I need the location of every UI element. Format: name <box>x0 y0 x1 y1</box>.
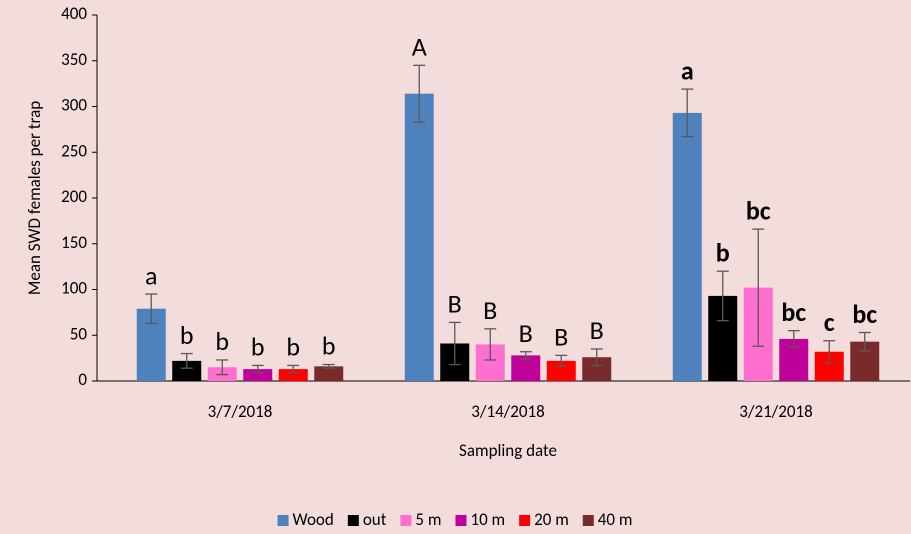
y-tick-label: 100 <box>61 278 87 299</box>
significance-letter: B <box>519 317 533 349</box>
legend-label: 40 m <box>598 509 633 530</box>
legend-swatch <box>277 515 289 526</box>
legend-label: out <box>363 509 387 530</box>
significance-letter: c <box>824 306 835 338</box>
error-bar <box>287 364 300 374</box>
bar <box>582 357 612 381</box>
y-tick-label: 200 <box>61 186 87 207</box>
y-tick-label: 250 <box>61 140 87 161</box>
bar <box>278 369 308 381</box>
significance-letter: b <box>716 236 730 268</box>
legend: Wood out 5 m 10 m 20 m 40 m <box>277 509 633 530</box>
error-bar <box>216 359 229 376</box>
bar <box>243 369 273 381</box>
legend-swatch <box>519 515 531 526</box>
legend-label: 20 m <box>534 509 569 530</box>
legend-swatch <box>455 515 467 526</box>
y-tick-label: 350 <box>61 49 87 70</box>
legend-swatch <box>347 515 359 526</box>
legend-label: 5 m <box>415 509 441 530</box>
significance-letter: B <box>554 321 568 353</box>
significance-letter: B <box>483 294 497 326</box>
legend-swatch <box>582 515 594 526</box>
error-bar <box>787 330 800 348</box>
bar <box>314 366 344 381</box>
error-bar <box>251 364 264 374</box>
significance-letter: bc <box>781 296 806 328</box>
significance-letter: a <box>681 54 694 86</box>
significance-letter: B <box>590 314 604 346</box>
legend-item: out <box>347 509 387 530</box>
error-bar <box>484 328 497 361</box>
legend-swatch <box>400 515 412 526</box>
legend-item: Wood <box>277 509 334 530</box>
significance-letter: bc <box>852 298 877 330</box>
significance-letter: bc <box>746 194 771 226</box>
bar <box>172 360 202 381</box>
y-tick-label: 300 <box>61 95 87 116</box>
legend-item: 5 m <box>400 509 441 530</box>
significance-letter: b <box>286 331 300 363</box>
x-axis-label: Sampling date <box>459 440 557 461</box>
x-tick-label: 3/7/2018 <box>208 401 273 422</box>
error-bar <box>716 270 729 322</box>
error-bar <box>448 321 461 366</box>
legend-item: 20 m <box>519 509 569 530</box>
error-bar <box>413 64 426 123</box>
significance-letter: b <box>180 319 194 351</box>
y-tick-label: 150 <box>61 232 87 253</box>
y-axis-label: Mean SWD females per trap <box>24 101 45 295</box>
y-tick-label: 50 <box>70 323 88 344</box>
error-bar <box>858 331 871 352</box>
significance-letter: A <box>412 31 427 63</box>
x-tick-label: 3/14/2018 <box>471 401 544 422</box>
legend-label: 10 m <box>470 509 505 530</box>
x-tick-label: 3/21/2018 <box>739 401 812 422</box>
error-bar <box>180 352 193 369</box>
error-bar <box>519 351 532 360</box>
y-tick-label: 0 <box>78 369 87 390</box>
error-bar <box>145 293 158 325</box>
y-tick-label: 400 <box>61 3 87 24</box>
legend-label: Wood <box>293 509 334 530</box>
legend-item: 10 m <box>455 509 505 530</box>
error-bar <box>681 88 694 138</box>
significance-letter: b <box>322 330 336 362</box>
legend-item: 40 m <box>582 509 633 530</box>
error-bar <box>752 228 765 347</box>
significance-letter: b <box>251 331 265 363</box>
error-bar <box>555 354 568 368</box>
significance-letter: a <box>145 259 157 291</box>
bar <box>672 112 702 381</box>
error-bar <box>823 340 836 364</box>
bar <box>404 93 434 381</box>
bar <box>546 360 576 381</box>
significance-letter: B <box>448 288 462 320</box>
error-bar <box>322 363 335 369</box>
significance-letter: b <box>215 325 229 357</box>
error-bar <box>590 348 603 367</box>
